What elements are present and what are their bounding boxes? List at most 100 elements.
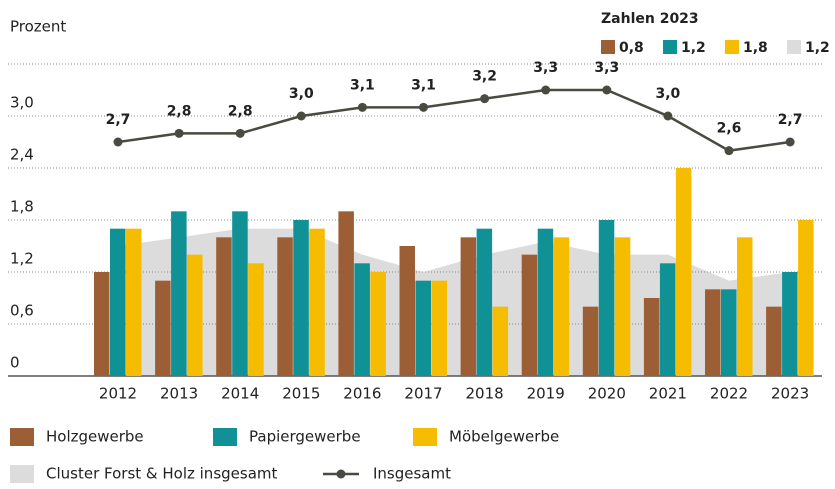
data-label: 3,3 <box>594 60 619 76</box>
bar <box>582 306 599 376</box>
line-point <box>296 111 306 121</box>
x-tick-label: 2020 <box>588 385 626 403</box>
bar <box>659 263 676 376</box>
bar <box>553 237 570 376</box>
bar <box>415 280 431 376</box>
x-tick-label: 2016 <box>343 385 381 403</box>
legend-swatch <box>413 428 437 446</box>
bar <box>598 220 615 376</box>
bar <box>492 306 509 376</box>
bar <box>354 263 370 376</box>
line-point <box>174 128 184 138</box>
bar <box>187 254 203 376</box>
line-point <box>235 128 245 138</box>
bar <box>338 211 354 376</box>
bar <box>370 272 386 376</box>
bar <box>155 280 171 376</box>
data-label: 2,7 <box>778 112 803 128</box>
legend-value: 1,8 <box>743 40 768 56</box>
y-tick-label: 0 <box>10 354 20 372</box>
data-label: 3,1 <box>350 77 375 93</box>
x-tick-label: 2019 <box>527 385 565 403</box>
line-point <box>724 146 734 156</box>
legend-title: Zahlen 2023 <box>601 11 699 27</box>
line-point <box>602 85 612 95</box>
legend-value: 1,2 <box>805 40 830 56</box>
data-label: 2,7 <box>106 112 131 128</box>
bar <box>110 228 126 376</box>
data-label: 2,8 <box>167 103 192 119</box>
legend-swatch <box>601 40 615 54</box>
bar <box>277 237 293 376</box>
data-label: 3,0 <box>655 86 680 102</box>
bar <box>248 263 264 376</box>
bar <box>232 211 248 376</box>
bar <box>643 298 660 376</box>
bar <box>737 237 753 376</box>
bar <box>798 220 814 376</box>
line-point <box>357 102 367 112</box>
bar <box>171 211 187 376</box>
bar <box>476 228 493 376</box>
line-point <box>419 102 428 112</box>
x-tick-label: 2018 <box>466 385 504 403</box>
data-label: 2,6 <box>717 121 742 137</box>
x-tick-label: 2017 <box>404 385 442 403</box>
y-tick-label: 1,8 <box>10 198 34 216</box>
bar <box>766 306 782 376</box>
x-tick-label: 2013 <box>160 385 198 403</box>
data-label: 3,2 <box>472 69 497 85</box>
bar <box>216 237 232 376</box>
legend-label: Cluster Forst & Holz insgesamt <box>46 465 277 483</box>
bar <box>293 220 309 376</box>
line-point <box>541 85 551 95</box>
y-tick-label: 2,4 <box>10 146 34 164</box>
data-label: 3,0 <box>289 86 314 102</box>
line-point <box>785 137 795 147</box>
line <box>117 88 791 152</box>
bar <box>309 228 325 376</box>
bar <box>614 237 631 376</box>
x-tick-label: 2012 <box>99 385 137 403</box>
line-point <box>113 137 123 147</box>
y-tick-label: 1,2 <box>10 250 34 268</box>
x-tick-label: 2022 <box>710 385 748 403</box>
x-tick-label: 2014 <box>221 385 259 403</box>
data-label: 2,8 <box>228 103 253 119</box>
legend-swatch <box>663 40 677 54</box>
bar <box>94 272 110 376</box>
bar <box>537 228 554 376</box>
bar <box>431 280 447 376</box>
y-tick-label: 3,0 <box>10 94 34 112</box>
legend-value: 0,8 <box>619 40 644 56</box>
legend-swatch <box>213 428 237 446</box>
x-tick-label: 2015 <box>282 385 320 403</box>
line-point <box>663 111 673 121</box>
y-tick-label: 0,6 <box>10 302 34 320</box>
data-label: 3,1 <box>411 77 436 93</box>
bar <box>521 254 538 376</box>
legend-swatch <box>725 40 739 54</box>
bar <box>126 228 142 376</box>
bar <box>460 237 477 376</box>
bar <box>675 168 692 376</box>
legend-swatch <box>787 40 801 54</box>
x-tick-label: 2023 <box>771 385 809 403</box>
bar <box>399 246 415 376</box>
legend-label: Insgesamt <box>373 465 451 483</box>
line-point <box>480 94 490 104</box>
y-axis-label: Prozent <box>10 18 66 36</box>
bar <box>721 289 737 376</box>
legend-label: Holzgewerbe <box>46 428 144 446</box>
legend-swatch <box>336 469 346 479</box>
bar <box>705 289 721 376</box>
legend-swatch <box>10 465 34 483</box>
data-label: 3,3 <box>533 60 558 76</box>
x-tick-label: 2021 <box>649 385 687 403</box>
legend-label: Möbelgewerbe <box>449 428 559 446</box>
legend-swatch <box>10 428 34 446</box>
legend-value: 1,2 <box>681 40 706 56</box>
bar <box>782 272 798 376</box>
legend-label: Papiergewerbe <box>249 428 361 446</box>
